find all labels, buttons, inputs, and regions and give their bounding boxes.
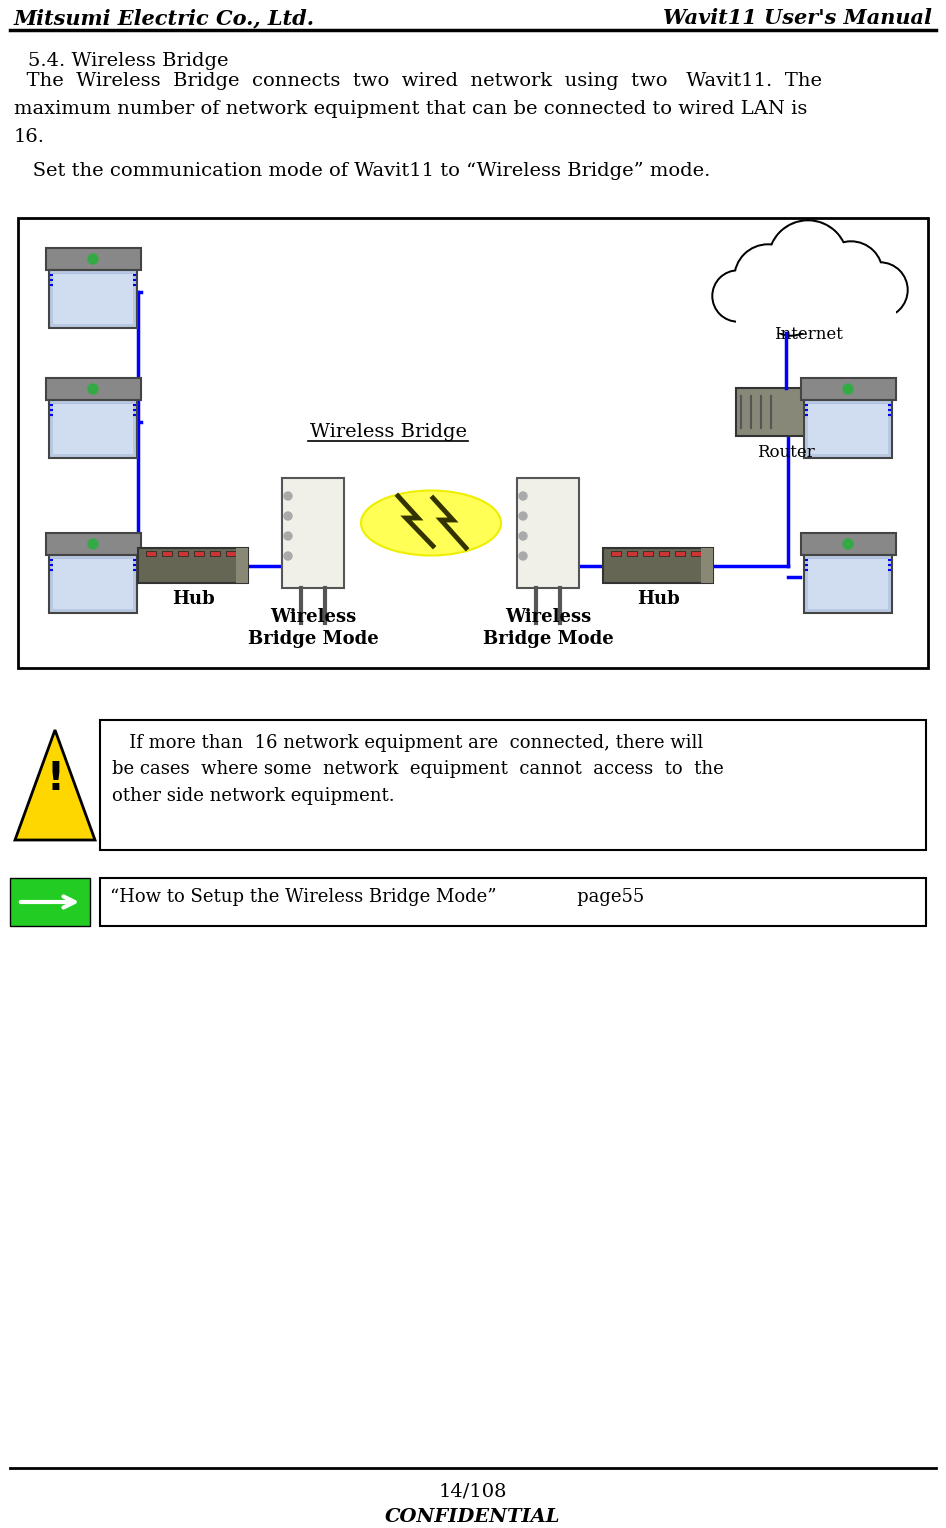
Bar <box>675 552 685 556</box>
Bar <box>18 219 928 668</box>
Text: Wireless Bridge: Wireless Bridge <box>309 423 466 442</box>
Bar <box>194 552 204 556</box>
Text: 14/108: 14/108 <box>439 1484 507 1500</box>
Text: Wireless: Wireless <box>505 608 591 626</box>
Text: “How to Setup the Wireless Bridge Mode”              page55: “How to Setup the Wireless Bridge Mode” … <box>110 888 644 906</box>
Bar <box>46 533 141 555</box>
Bar <box>46 377 141 400</box>
Bar <box>736 295 896 333</box>
Text: Hub: Hub <box>637 590 679 608</box>
Circle shape <box>843 539 853 549</box>
Bar <box>659 552 669 556</box>
Text: Bridge Mode: Bridge Mode <box>482 630 613 648</box>
Circle shape <box>843 384 853 394</box>
Text: Bridge Mode: Bridge Mode <box>248 630 378 648</box>
Circle shape <box>88 254 98 264</box>
Bar <box>808 559 888 610</box>
Text: Set the communication mode of Wavit11 to “Wireless Bridge” mode.: Set the communication mode of Wavit11 to… <box>14 162 710 180</box>
Circle shape <box>852 261 908 318</box>
Circle shape <box>714 272 762 319</box>
Bar <box>53 559 133 610</box>
Ellipse shape <box>361 490 501 556</box>
Bar <box>100 720 926 850</box>
Bar <box>53 274 133 324</box>
Circle shape <box>519 512 527 520</box>
Circle shape <box>819 241 883 306</box>
Bar <box>178 552 188 556</box>
Bar <box>10 879 90 926</box>
Bar <box>49 400 137 458</box>
Circle shape <box>736 246 800 310</box>
Text: CONFIDENTIAL: CONFIDENTIAL <box>385 1508 561 1526</box>
Text: !: ! <box>46 761 64 799</box>
Bar <box>146 552 156 556</box>
Bar <box>46 248 141 270</box>
Text: 16.: 16. <box>14 128 45 147</box>
Text: Hub: Hub <box>171 590 215 608</box>
Bar <box>226 552 236 556</box>
Circle shape <box>821 243 881 303</box>
Bar <box>691 552 701 556</box>
Bar <box>808 403 888 454</box>
Text: Internet: Internet <box>774 325 843 342</box>
Polygon shape <box>15 730 95 840</box>
Bar <box>138 549 248 584</box>
Bar <box>701 549 713 584</box>
Circle shape <box>284 512 292 520</box>
Text: maximum number of network equipment that can be connected to wired LAN is: maximum number of network equipment that… <box>14 99 807 118</box>
Circle shape <box>734 244 802 312</box>
Bar <box>801 533 896 555</box>
Circle shape <box>810 278 862 330</box>
Text: Mitsumi Electric Co., Ltd.: Mitsumi Electric Co., Ltd. <box>14 8 315 28</box>
Bar <box>517 478 579 588</box>
Bar <box>611 552 621 556</box>
Bar <box>627 552 637 556</box>
Circle shape <box>284 552 292 559</box>
Circle shape <box>844 278 888 322</box>
Circle shape <box>770 222 846 298</box>
Text: Router: Router <box>757 445 815 461</box>
Circle shape <box>712 270 764 322</box>
Circle shape <box>763 280 819 336</box>
Bar <box>210 552 220 556</box>
Circle shape <box>768 220 848 299</box>
Circle shape <box>842 277 890 324</box>
Bar <box>282 478 344 588</box>
Bar <box>236 549 248 584</box>
Circle shape <box>519 492 527 500</box>
Bar <box>643 552 653 556</box>
Bar <box>804 555 892 613</box>
Bar <box>801 377 896 400</box>
Circle shape <box>88 384 98 394</box>
Circle shape <box>519 532 527 539</box>
Bar <box>53 403 133 454</box>
Text: The  Wireless  Bridge  connects  two  wired  network  using  two   Wavit11.  The: The Wireless Bridge connects two wired n… <box>14 72 822 90</box>
Circle shape <box>88 539 98 549</box>
Text: 5.4. Wireless Bridge: 5.4. Wireless Bridge <box>28 52 229 70</box>
Text: If more than  16 network equipment are  connected, there will
be cases  where so: If more than 16 network equipment are co… <box>112 733 724 805</box>
Circle shape <box>284 492 292 500</box>
Bar <box>736 388 836 435</box>
Bar <box>49 555 137 613</box>
Circle shape <box>812 280 860 329</box>
Text: Wavit11 User's Manual: Wavit11 User's Manual <box>663 8 932 28</box>
Bar <box>100 879 926 926</box>
Circle shape <box>854 264 906 316</box>
Circle shape <box>519 552 527 559</box>
Circle shape <box>284 532 292 539</box>
Bar <box>49 270 137 329</box>
Bar <box>804 400 892 458</box>
Bar <box>603 549 713 584</box>
Bar <box>162 552 172 556</box>
Circle shape <box>810 406 822 419</box>
Circle shape <box>765 283 817 335</box>
Text: Wireless: Wireless <box>270 608 356 626</box>
